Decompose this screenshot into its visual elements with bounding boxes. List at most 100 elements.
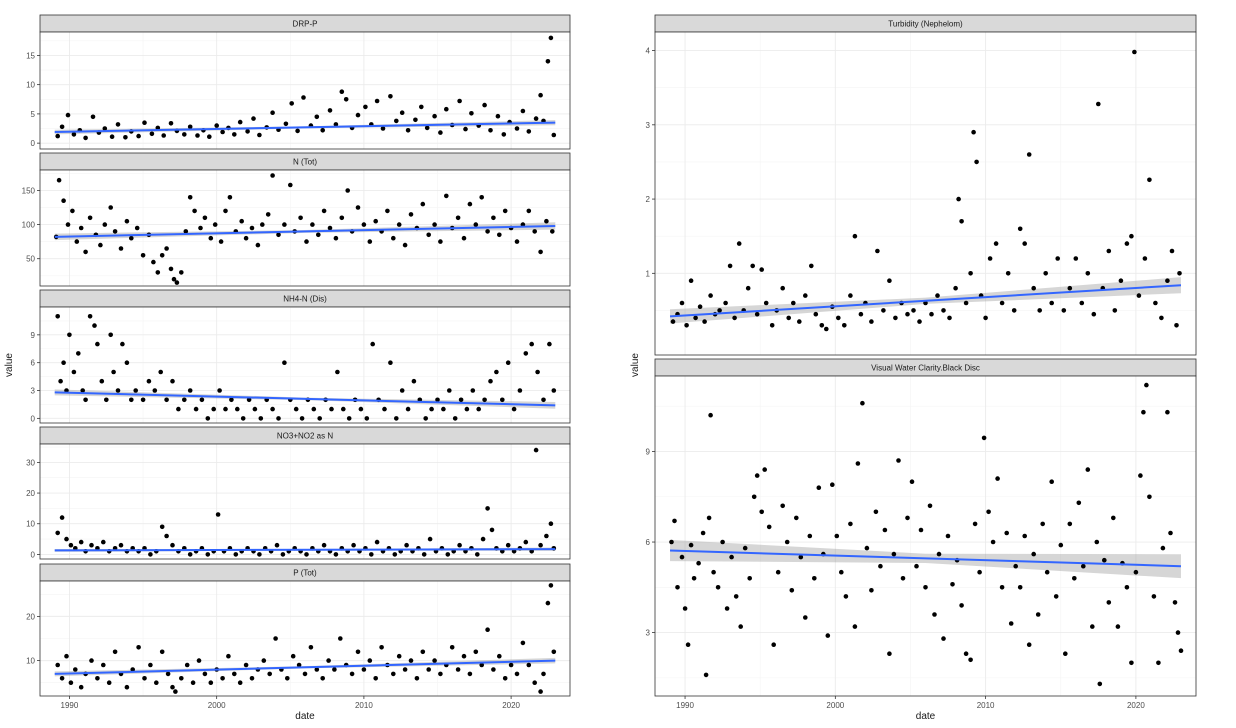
data-point (526, 129, 532, 134)
data-point (688, 542, 694, 548)
data-point (80, 388, 85, 393)
data-point (1141, 409, 1146, 415)
data-point (396, 222, 402, 227)
data-point (479, 662, 485, 668)
data-point (423, 416, 429, 421)
data-point (78, 539, 84, 545)
data-point (932, 612, 937, 617)
data-point (327, 225, 333, 231)
data-point (192, 208, 197, 214)
data-point (408, 212, 414, 217)
data-point (923, 585, 928, 590)
data-point (780, 503, 785, 509)
trend-line (54, 659, 556, 675)
data-point (421, 552, 427, 557)
data-point (505, 542, 511, 548)
data-point (170, 378, 175, 384)
data-point (95, 676, 100, 681)
y-tick-label: 9 (646, 447, 651, 456)
data-point (243, 662, 249, 668)
data-point (98, 242, 103, 248)
data-point (464, 406, 470, 412)
data-point (696, 560, 701, 566)
data-point (76, 351, 81, 356)
data-point (164, 533, 169, 539)
data-point (314, 667, 320, 672)
data-point (479, 195, 485, 200)
data-point (346, 416, 352, 421)
data-point (679, 300, 685, 306)
data-point (338, 636, 343, 641)
y-tick-label: 10 (26, 657, 35, 666)
data-point (282, 222, 287, 227)
data-point (824, 326, 829, 332)
data-point (759, 509, 764, 515)
facet-title: Visual Water Clarity.Black Disc (871, 364, 980, 373)
data-point (485, 627, 490, 632)
x-tick-label: 1990 (61, 701, 79, 710)
data-point (1106, 248, 1112, 254)
data-point (289, 101, 295, 106)
y-tick-label: 20 (26, 489, 35, 498)
data-point (382, 406, 387, 412)
data-point (855, 461, 861, 466)
data-point (211, 406, 216, 412)
data-point (101, 662, 106, 668)
plot-background (655, 376, 1196, 696)
data-point (551, 132, 557, 138)
data-point (917, 319, 922, 324)
data-point (432, 113, 437, 119)
data-point (736, 241, 742, 246)
data-point (298, 215, 303, 221)
data-point (968, 271, 973, 276)
data-point (233, 552, 239, 557)
data-point (747, 576, 752, 581)
data-point (1067, 285, 1073, 291)
data-point (176, 406, 181, 412)
data-point (379, 645, 384, 650)
data-point (438, 671, 443, 677)
data-point (551, 388, 557, 393)
data-point (798, 554, 804, 560)
data-point (869, 319, 874, 324)
data-point (1017, 226, 1023, 232)
data-point (314, 114, 320, 120)
data-point (497, 653, 502, 659)
data-point (333, 235, 339, 241)
data-point (394, 118, 399, 124)
data-point (124, 218, 130, 224)
data-point (159, 524, 165, 530)
data-point (684, 323, 689, 328)
data-point (830, 482, 835, 488)
data-point (489, 527, 495, 533)
data-point (526, 208, 532, 214)
data-point (1172, 600, 1178, 605)
data-point (261, 658, 267, 663)
y-tick-label: 50 (26, 255, 35, 264)
data-point (55, 133, 60, 139)
data-point (881, 308, 886, 313)
data-point (688, 278, 694, 284)
y-tick-label: 5 (31, 110, 36, 119)
data-point (1178, 648, 1184, 653)
data-point (408, 658, 414, 663)
data-point (672, 518, 677, 524)
data-point (693, 315, 698, 321)
data-point (65, 112, 71, 118)
data-point (223, 208, 228, 214)
data-point (187, 552, 193, 557)
data-point (971, 129, 976, 135)
data-point (1175, 630, 1181, 635)
data-point (83, 135, 88, 141)
data-point (214, 123, 219, 128)
data-point (182, 397, 187, 403)
data-point (321, 208, 327, 214)
data-point (276, 232, 281, 238)
data-point (445, 552, 451, 557)
data-point (999, 585, 1005, 590)
data-point (223, 406, 228, 412)
data-point (473, 649, 479, 655)
data-point (959, 603, 964, 608)
data-point (92, 323, 97, 328)
